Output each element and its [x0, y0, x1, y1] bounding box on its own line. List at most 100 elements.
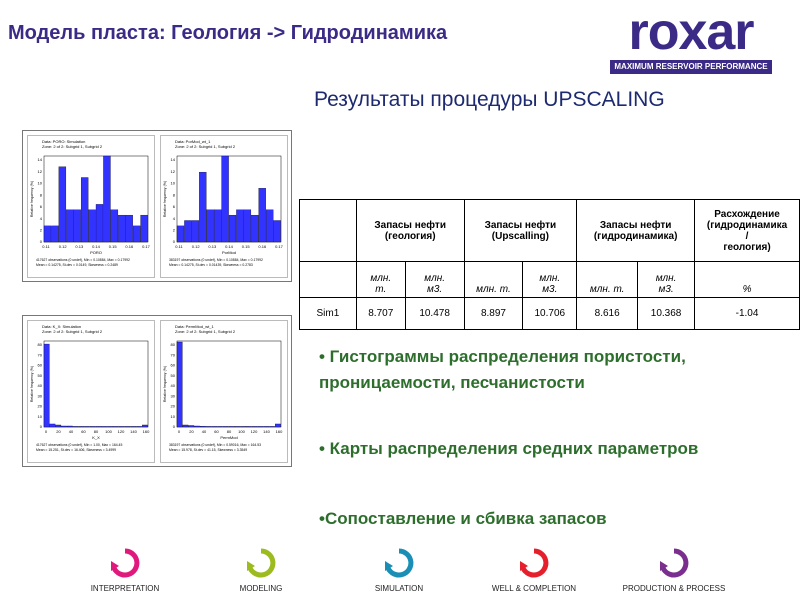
x-tick-label: 40	[69, 429, 74, 434]
histogram-bar	[55, 424, 62, 428]
production-process-cycle-icon	[660, 548, 689, 578]
y-tick-label: 40	[171, 383, 176, 388]
x-tick-label: 160	[276, 429, 283, 434]
histogram-bar	[199, 171, 207, 243]
y-tick-label: 70	[38, 352, 43, 357]
histogram-geology: Data: PORO: Simulation Zone: 2 of 2: Subg…	[27, 135, 155, 278]
x-axis-label: PORO	[90, 250, 102, 255]
value-cell: 10.478	[404, 297, 465, 330]
x-tick-label: 0	[178, 429, 181, 434]
histogram-bar	[95, 426, 102, 428]
cycle-arrowhead	[520, 561, 528, 571]
histogram-bar	[142, 424, 148, 428]
nav-interpretation[interactable]: INTERPRETATION	[60, 548, 190, 598]
histogram-bar	[132, 225, 141, 243]
histogram-stats: Mean = 15.978, St.dev = 41.15, Skewness …	[169, 448, 247, 452]
nav-modeling[interactable]: MODELING	[196, 548, 326, 598]
x-tick-label: 0.15	[242, 244, 251, 249]
histogram-bar	[125, 214, 133, 243]
cycle-center	[120, 558, 130, 568]
histogram-bar	[90, 426, 96, 428]
y-tick-label: 8	[173, 192, 176, 197]
well-completion-cycle-icon	[520, 548, 549, 578]
cycle-center	[669, 558, 679, 568]
y-tick-label: 70	[171, 352, 176, 357]
x-tick-label: 0.12	[59, 244, 68, 249]
histogram-bar	[246, 426, 252, 428]
nav-well-completion[interactable]: WELL & COMPLETION	[469, 548, 599, 598]
histogram-bar	[188, 425, 195, 428]
y-tick-label: 80	[38, 342, 43, 347]
histogram-bar	[211, 426, 218, 428]
y-tick-label: 8	[40, 192, 43, 197]
cycle-arrowhead	[660, 561, 668, 571]
histogram-bar	[88, 209, 96, 243]
histogram-bar	[194, 425, 200, 428]
histogram-title: Zone: 2 of 2: Subgrid 1, Subgrid 2	[175, 329, 236, 334]
histogram-bar	[176, 225, 185, 243]
x-tick-label: 0.11	[175, 244, 183, 249]
histogram-title: Zone: 2 of 2: Subgrid 1, Subgrid 2	[42, 144, 103, 149]
histogram-bar	[66, 425, 73, 428]
interpretation-cycle-icon	[111, 548, 140, 578]
nav-simulation[interactable]: SIMULATION	[334, 548, 464, 598]
plot-frame	[176, 340, 282, 428]
y-axis-label: Relative frequency (%)	[30, 366, 34, 402]
x-tick-label: 100	[105, 429, 112, 434]
histogram-bar	[213, 209, 222, 243]
table-header-row: Запасы нефти (геология) Запасы нефти (Up…	[299, 199, 800, 262]
histogram-bar	[251, 214, 259, 243]
histogram-title: Data: K_X: Simulation	[42, 324, 81, 329]
nav-label: WELL & COMPLETION	[491, 584, 577, 593]
y-tick-label: 0	[40, 239, 43, 244]
histogram-bar	[228, 426, 235, 428]
histogram-bar	[258, 188, 266, 243]
x-tick-label: 20	[56, 429, 61, 434]
unit-cell: млн. т.	[576, 261, 639, 298]
y-tick-label: 30	[38, 393, 43, 398]
x-tick-label: 80	[94, 429, 99, 434]
y-tick-label: 40	[38, 383, 43, 388]
y-tick-label: 20	[171, 404, 176, 409]
x-tick-label: 100	[238, 429, 245, 434]
logo-wordmark: roxar	[628, 3, 754, 61]
x-tick-label: 0.12	[192, 244, 201, 249]
y-tick-label: 80	[171, 342, 176, 347]
cycle-arrowhead	[385, 561, 393, 571]
histogram-bar	[118, 214, 126, 243]
bullet-maps: • Карты распределения средних параметров	[319, 439, 699, 458]
histogram-bar	[51, 225, 59, 243]
x-tick-label: 0.15	[109, 244, 118, 249]
histogram-bar	[103, 155, 111, 243]
permeability-histogram-panel: Data: K_X: Simulation Zone: 2 of 2: Subgr…	[22, 315, 292, 467]
unit-cell	[299, 261, 357, 298]
histogram-model: Data: PermMod_wt_1 Zone: 2 of 2: Subgrid …	[160, 320, 288, 463]
histogram-bar	[73, 209, 81, 243]
histogram-bar	[265, 209, 274, 243]
y-tick-label: 14	[171, 157, 176, 162]
histogram-bar	[243, 209, 252, 243]
plot-frame	[43, 340, 149, 428]
y-tick-label: 0	[173, 239, 176, 244]
y-axis-label: Relative frequency (%)	[163, 181, 167, 217]
cycle-arc	[520, 548, 549, 578]
histogram-bar	[124, 426, 131, 428]
unit-cell: %	[694, 261, 800, 298]
y-tick-label: 4	[173, 216, 176, 221]
histogram-stats: 383197 observations (0 undef), Min = 0.1…	[169, 258, 263, 262]
histogram-geology: Data: K_X: Simulation Zone: 2 of 2: Subgr…	[27, 320, 155, 463]
nav-label: MODELING	[239, 584, 283, 593]
x-tick-label: 60	[81, 429, 86, 434]
histogram-bar	[221, 155, 229, 243]
header-cell: Запасы нефти (геология)	[355, 199, 465, 262]
nav-production-process[interactable]: PRODUCTION & PROCESS	[609, 548, 739, 598]
histogram-bar	[78, 426, 85, 428]
histogram-bar	[205, 426, 212, 428]
y-tick-label: 50	[38, 373, 43, 378]
modeling-cycle-icon	[247, 548, 276, 578]
x-tick-label: 80	[227, 429, 232, 434]
y-axis-label: Relative frequency (%)	[163, 366, 167, 402]
nav-label: SIMULATION	[374, 584, 424, 593]
